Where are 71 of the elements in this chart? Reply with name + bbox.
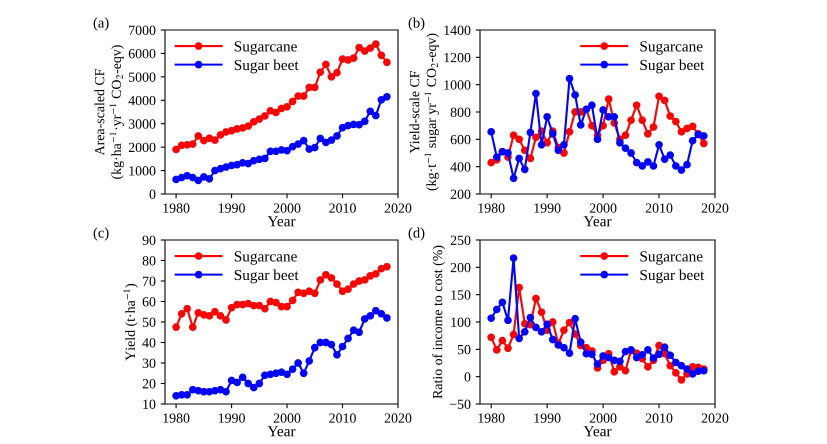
x-tick-label: 2020	[702, 203, 728, 213]
x-tick-label: 2000	[590, 413, 616, 423]
x-tick-label: 2010	[646, 413, 672, 423]
x-tick-label: 2000	[274, 413, 300, 423]
y-tick-label: 400	[450, 162, 470, 172]
y-tick-label: 40	[142, 338, 156, 348]
x-tick-label: 1980	[478, 203, 505, 213]
y-tick-label: 30	[142, 358, 156, 368]
x-axis-title: Year	[584, 426, 612, 436]
legend-label: Sugar beet	[640, 269, 704, 284]
y-tick-label: 3000	[128, 119, 156, 129]
y-tick-label: 5000	[129, 72, 156, 82]
x-tick-label: 1980	[163, 203, 190, 213]
x-axis-title: Year	[268, 216, 296, 226]
y-tick-label: 7000	[129, 26, 156, 35]
y-tick-label: 10	[143, 400, 156, 409]
legend-label: Sugarcane	[234, 41, 297, 55]
x-tick-label: 2020	[702, 413, 728, 423]
x-tick-label: 2010	[329, 203, 356, 213]
y-tick-label: 70	[143, 276, 156, 286]
legend-label: Sugar beet	[234, 59, 299, 74]
y-tick-label: 4000	[128, 96, 156, 106]
y-tick-label: 50	[458, 344, 470, 354]
y-tick-label: 250	[450, 236, 470, 245]
x-tick-label: 2010	[329, 413, 356, 423]
x-tick-label: 2000	[274, 203, 300, 213]
y-tick-label: 1000	[444, 80, 470, 90]
y-tick-label: 200	[450, 262, 470, 272]
y-tick-label: 20	[142, 379, 156, 388]
x-tick-label: 1980	[478, 413, 505, 423]
y-tick-label: 90	[142, 236, 156, 245]
y-axis-title: Area-scaled CF (kg·ha$^{−1}$·yr$^{−1}$ CO$_{2}$-eqv)	[94, 45, 124, 179]
y-tick-label: 6000	[128, 49, 156, 58]
text: (c)	[94, 227, 109, 241]
legend-label: Sugar beet	[234, 269, 299, 284]
y-tick-label: 50	[142, 318, 156, 327]
y-tick-label: 60	[142, 297, 156, 306]
x-tick-label: 1990	[534, 203, 560, 213]
x-tick-label: 2000	[590, 203, 616, 213]
text: (a)	[94, 17, 109, 31]
legend-label: Sugarcane	[234, 251, 297, 265]
x-tick-label: 1980	[163, 413, 190, 423]
y-tick-label: 1200	[444, 52, 470, 62]
x-tick-label: 2020	[384, 413, 412, 423]
x-tick-label: 2020	[384, 203, 412, 213]
legend-label: Sugar beet	[640, 59, 704, 74]
x-tick-label: 2010	[646, 203, 672, 213]
x-axis-title: Year	[584, 216, 612, 226]
y-tick-label: 600	[450, 134, 470, 144]
text: (b)	[408, 17, 424, 31]
y-tick-label: 0	[150, 190, 156, 199]
y-axis-title: Yield (t·ha$^{−1}$)	[123, 284, 138, 361]
text: (d)	[408, 227, 424, 241]
y-axis-title: Yield-scale CF (kg·t$^{−1}$ sugar yr$^{−1}$ CO$_{2}$-eqv)	[410, 34, 439, 190]
y-axis-title: Ratio of income to cost (%)	[432, 246, 446, 399]
x-tick-label: 1990	[534, 413, 560, 423]
y-tick-label: 1000	[129, 166, 156, 176]
legend-label: Sugarcane	[640, 41, 702, 55]
y-tick-label: 100	[451, 318, 470, 327]
x-axis-title: Year	[268, 426, 296, 436]
y-tick-label: 2000	[128, 142, 156, 152]
y-tick-label: 0	[464, 372, 470, 382]
y-tick-label: 800	[450, 108, 470, 117]
y-tick-label: −50	[450, 400, 470, 409]
y-tick-label: 1400	[444, 26, 470, 35]
x-tick-label: 1990	[218, 203, 245, 213]
y-tick-label: 200	[450, 190, 470, 199]
y-tick-label: 80	[142, 256, 156, 266]
y-tick-label: 150	[451, 290, 470, 300]
x-tick-label: 1990	[218, 413, 245, 423]
legend-label: Sugarcane	[640, 251, 702, 265]
